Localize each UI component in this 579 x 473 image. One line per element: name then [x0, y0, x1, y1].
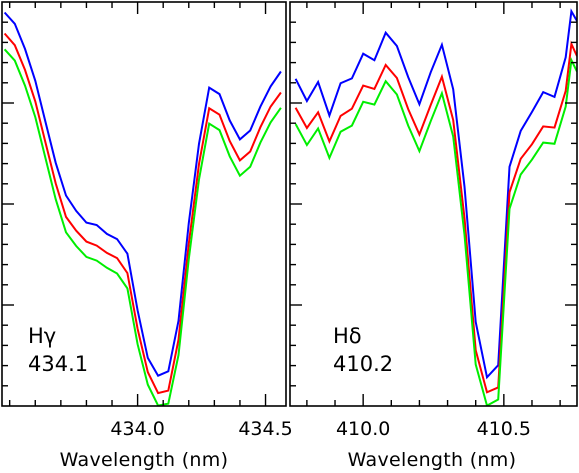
h-delta-ticks: [290, 2, 577, 406]
h-delta-x-axis-label: Wavelength (nm): [348, 449, 517, 471]
panel-h-delta: 410.0 410.5 Hδ 410.2 Wavelength (nm): [289, 1, 578, 471]
h-gamma-x-tick-label-2: 434.5: [238, 418, 292, 440]
h-gamma-series-2-line: [3, 32, 282, 395]
h-gamma-x-tick-label-1: 434.0: [110, 418, 164, 440]
h-gamma-label-line1: Hγ: [28, 324, 56, 348]
h-gamma-ticks: [2, 2, 267, 406]
h-delta-series-1-line: [294, 8, 577, 380]
h-delta-series-2-line: [294, 40, 577, 394]
h-delta-lines: [294, 8, 577, 406]
h-gamma-series-1-line: [3, 11, 282, 377]
h-gamma-x-axis-label: Wavelength (nm): [60, 449, 229, 471]
h-delta-x-tick-label-1: 410.0: [336, 418, 390, 440]
h-delta-series-3-line: [294, 56, 577, 406]
h-delta-tick-labels: 410.0 410.5: [336, 418, 531, 440]
h-delta-x-tick-label-2: 410.5: [477, 418, 531, 440]
h-delta-label-line1: Hδ: [333, 324, 362, 348]
h-gamma-lines: [3, 11, 282, 406]
h-gamma-series-3-line: [3, 48, 282, 406]
h-gamma-label-line2: 434.1: [28, 352, 88, 376]
panel-h-gamma: 434.0 434.5 Hγ 434.1 Wavelength (nm): [1, 1, 293, 471]
h-delta-label-line2: 410.2: [333, 352, 393, 376]
h-gamma-tick-labels: 434.0 434.5: [110, 418, 292, 440]
